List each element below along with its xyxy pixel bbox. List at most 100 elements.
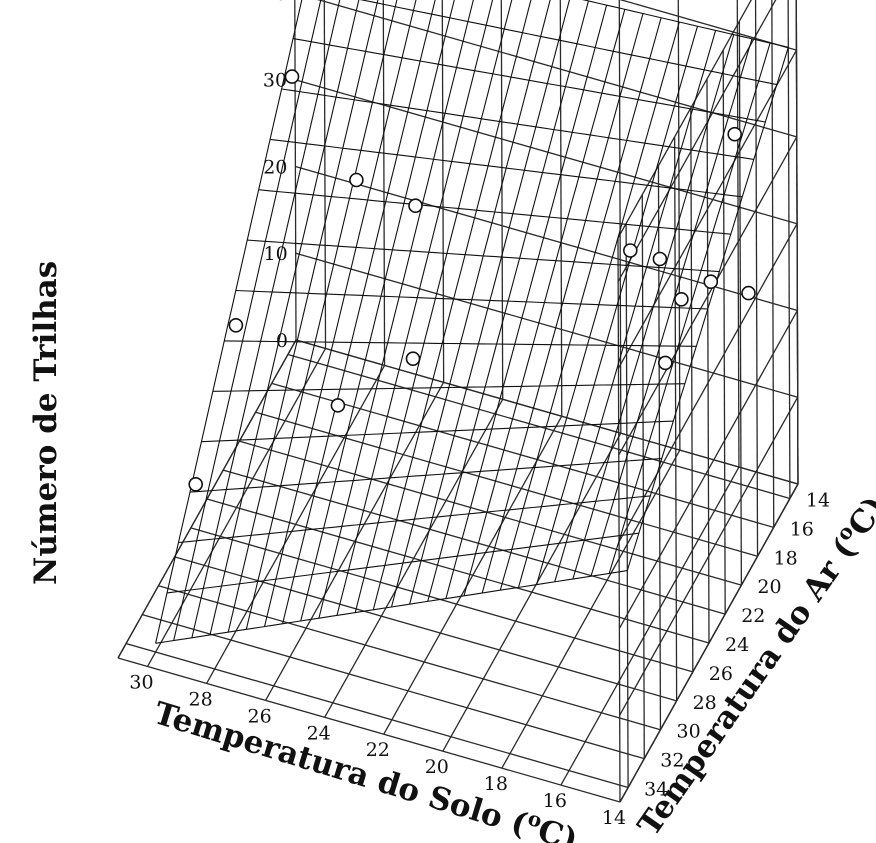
- surface-mesh-line: [336, 0, 494, 616]
- surface-mesh-line: [292, 38, 766, 123]
- surface-mesh-line: [258, 189, 731, 235]
- y-tick-label: 24: [725, 634, 749, 656]
- surface-mesh-line: [173, 0, 322, 641]
- surface-mesh-line: [224, 340, 697, 347]
- observed-points: [188, 69, 756, 492]
- wall-grid-line: [317, 0, 797, 138]
- surface-mesh-line: [270, 138, 743, 198]
- y-tick-label: 18: [774, 547, 798, 569]
- surface-mesh-line: [581, 0, 789, 48]
- wall-grid-line: [618, 310, 798, 629]
- wall-grid-line: [771, 0, 775, 528]
- data-point: [703, 274, 719, 290]
- data-point: [330, 398, 346, 413]
- response-surface: [155, 0, 789, 644]
- z-axis-label: Número de Trilhas: [28, 261, 64, 585]
- floor-grid-line: [117, 657, 621, 803]
- wall-grid-line: [677, 0, 681, 451]
- floor-grid-line: [190, 527, 693, 673]
- surface-mesh-line: [245, 0, 398, 630]
- x-tick-label: 28: [189, 688, 213, 710]
- x-axis-label: Temperatura do Solo (oC): [150, 692, 583, 843]
- wall-grid-line: [641, 194, 645, 759]
- y-tick-label: 28: [693, 692, 717, 714]
- wall-grid-line: [738, 21, 743, 586]
- wall-grid-line: [690, 107, 694, 672]
- surface-mesh-line: [359, 0, 777, 86]
- surface-mesh-line: [201, 420, 674, 443]
- wall-grid-line: [617, 237, 621, 803]
- surface-mesh-line: [281, 88, 754, 160]
- y-tick-label: 26: [709, 663, 733, 685]
- wall-grid-line: [795, 0, 799, 485]
- z-tick-label: 40: [263, 0, 287, 5]
- x-tick-label: 20: [425, 756, 449, 778]
- surface-mesh-line: [155, 570, 628, 644]
- y-axis-label: Temperatura do Ar (oC): [629, 488, 876, 843]
- data-point: [622, 243, 638, 258]
- wall-grid-line: [617, 0, 777, 282]
- wall-grid-line: [618, 136, 798, 456]
- data-point: [657, 355, 673, 371]
- wall-grid-line: [559, 0, 563, 417]
- data-point: [284, 69, 300, 84]
- wall-grid-line: [382, 0, 386, 366]
- surface-mesh-line: [235, 289, 708, 310]
- wall-grid-line: [736, 0, 740, 468]
- floor-grid-line: [158, 585, 661, 731]
- z-tick-label: 30: [263, 70, 287, 92]
- z-tick-label: 10: [264, 243, 288, 265]
- wall-grid-line: [617, 49, 798, 369]
- wall-grid-line: [441, 0, 445, 383]
- x-tick-label: 22: [366, 739, 390, 761]
- chart-grid: [117, 0, 799, 803]
- surface-mesh-line: [227, 0, 379, 633]
- wall-grid-line: [706, 78, 710, 644]
- surface-mesh-line: [247, 239, 720, 273]
- data-point: [188, 476, 203, 492]
- wall-grid-line: [722, 50, 726, 615]
- wall-grid-line: [618, 0, 622, 434]
- wall-grid-line: [500, 0, 504, 400]
- y-tick-label: 14: [806, 490, 830, 512]
- floor-grid-line: [142, 614, 645, 760]
- y-tick-label: 32: [660, 750, 684, 772]
- wall-grid-line: [619, 0, 797, 51]
- wall-grid-line: [619, 396, 799, 716]
- wall-grid-line: [294, 0, 297, 341]
- y-tick-label: 20: [757, 576, 781, 598]
- floor-edge: [117, 339, 297, 659]
- y-tick-label: 22: [741, 605, 765, 627]
- data-point: [652, 251, 668, 267]
- z-tick-label: 20: [263, 157, 287, 179]
- x-tick-label: 18: [484, 773, 508, 795]
- data-point: [674, 291, 689, 307]
- wall-grid-line: [295, 252, 798, 398]
- wall-grid-line: [625, 223, 629, 788]
- surface-mesh-line: [318, 0, 474, 619]
- tick-labels: 0102030405060302826242220181614141618202…: [129, 0, 830, 829]
- wall-grid-line: [619, 483, 799, 803]
- data-point: [727, 126, 743, 142]
- wall-grid-line: [673, 136, 678, 701]
- surface-mesh-line: [212, 383, 685, 392]
- wall-grid-line: [618, 223, 798, 543]
- y-axis-label-text: Temperatura do Ar (: [631, 533, 863, 843]
- y-tick-label: 16: [790, 518, 814, 540]
- data-point: [349, 172, 364, 188]
- surface-mesh-line: [354, 0, 513, 613]
- data-point: [408, 198, 423, 213]
- x-tick-label: 14: [602, 807, 626, 829]
- floor-grid-line: [125, 642, 629, 789]
- wall-grid-line: [754, 0, 759, 557]
- surface-mesh-line: [166, 532, 639, 594]
- data-point: [228, 317, 244, 333]
- surface-mesh-line: [189, 457, 662, 493]
- wall-grid-line: [787, 0, 791, 499]
- z-tick-label: 0: [276, 330, 288, 352]
- x-tick-label: 24: [307, 722, 331, 744]
- data-point: [741, 285, 756, 301]
- x-axis-label-text: Temperatura do Solo (: [150, 695, 532, 843]
- y-tick-label: 30: [677, 721, 701, 743]
